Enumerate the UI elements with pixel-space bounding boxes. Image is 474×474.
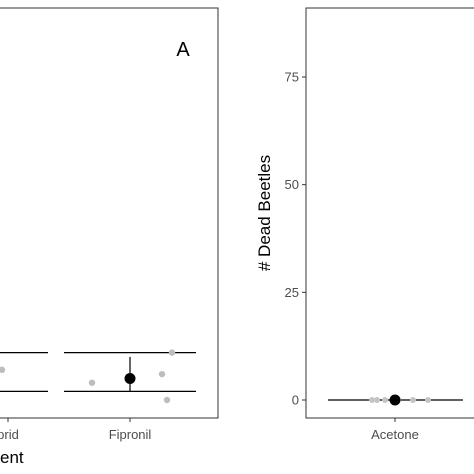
data-point [163,396,171,404]
right-y-ticks: 0 25 50 75 [285,70,306,408]
y-tick-label: 75 [285,70,299,85]
x-tick-label: Acetone [371,427,419,442]
mean-point [124,372,136,384]
right-panel: 0 25 50 75 Acetone # Dead Beetles [255,7,474,442]
data-point [374,397,380,403]
x-tick-label: Fipronil [109,427,152,442]
mean-point [389,394,401,406]
right-y-axis-title: # Dead Beetles [255,155,274,271]
right-x-ticks: Acetone [371,418,419,442]
data-point [158,370,166,378]
left-x-axis-title: ent [0,448,24,467]
y-tick-label: 0 [292,393,299,408]
y-tick-label: 25 [285,285,299,300]
data-point [369,397,375,403]
data-point [410,397,416,403]
y-tick-label: 50 [285,177,299,192]
x-tick-label: prid [0,427,19,442]
data-point [425,397,431,403]
left-panel: prid Fipronil A ent [0,7,219,467]
panel-label: A [176,39,190,61]
data-point [88,379,96,386]
data-point [0,366,6,374]
right-points [369,397,431,403]
data-point [168,349,176,356]
data-point [382,397,388,403]
left-panel-frame [0,7,219,419]
left-means [124,372,136,384]
right-panel-frame [305,7,474,419]
left-x-ticks: prid Fipronil [0,418,151,442]
right-means [389,394,401,406]
